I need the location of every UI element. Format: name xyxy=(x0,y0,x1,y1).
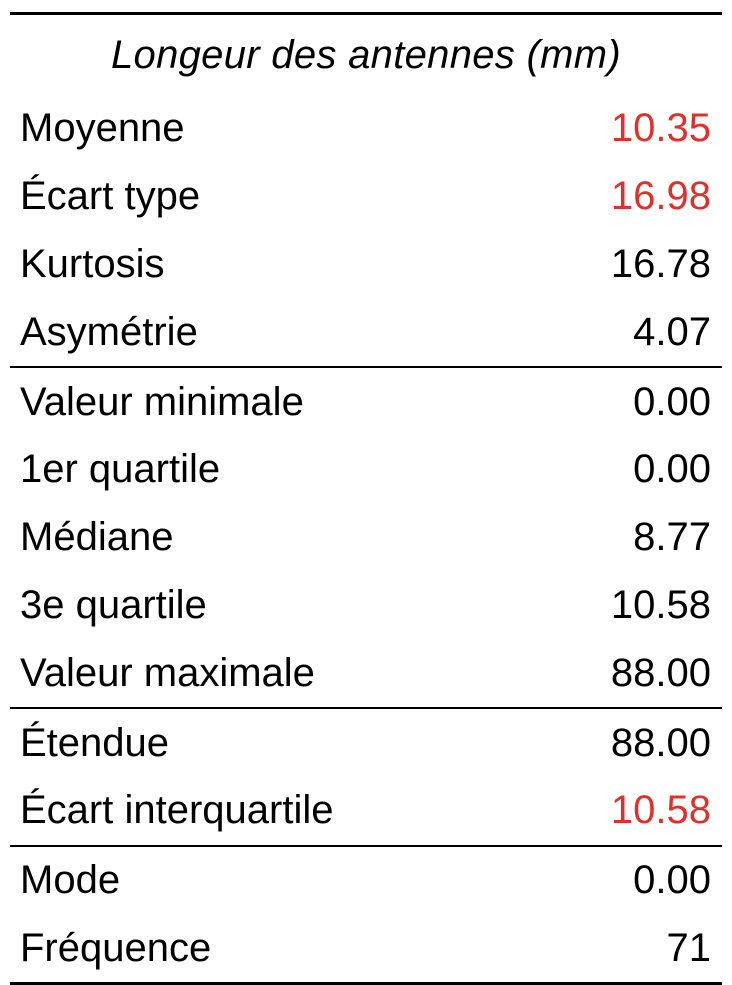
row-label: Kurtosis xyxy=(20,241,165,286)
row-value: 88.00 xyxy=(610,650,711,695)
row-value: 4.07 xyxy=(633,309,711,354)
row-label: 3e quartile xyxy=(20,582,207,627)
row-label: Étendue xyxy=(20,720,170,765)
row-label: Valeur minimale xyxy=(20,379,304,424)
table-row: Mode 0.00 xyxy=(10,847,722,915)
table-row: Asymétrie 4.07 xyxy=(10,298,722,366)
row-group: Étendue 88.00 Écart interquartile 10.58 xyxy=(10,707,722,845)
row-label: Écart interquartile xyxy=(20,788,334,833)
table-row: Étendue 88.00 xyxy=(10,709,722,777)
row-value: 0.00 xyxy=(633,858,711,903)
row-label: Écart type xyxy=(20,174,201,219)
table-row: Moyenne 10.35 xyxy=(10,95,722,163)
table-row: Valeur minimale 0.00 xyxy=(10,368,722,436)
statistics-table: Longeur des antennes (mm) Moyenne 10.35 Éc… xyxy=(10,12,722,985)
table-title: Longeur des antennes (mm) xyxy=(111,32,621,77)
table-row: Médiane 8.77 xyxy=(10,504,722,572)
table-row: 3e quartile 10.58 xyxy=(10,572,722,640)
row-label: Valeur maximale xyxy=(20,650,315,695)
row-value: 10.58 xyxy=(610,582,711,627)
table-row: Valeur maximale 88.00 xyxy=(10,639,722,707)
row-label: Mode xyxy=(20,858,121,903)
row-value: 0.00 xyxy=(633,379,711,424)
row-label: Fréquence xyxy=(20,925,212,970)
table-row: Kurtosis 16.78 xyxy=(10,231,722,299)
table-row: Écart interquartile 10.58 xyxy=(10,777,722,845)
row-group: Valeur minimale 0.00 1er quartile 0.00 Média… xyxy=(10,366,722,707)
table-row: 1er quartile 0.00 xyxy=(10,436,722,504)
row-value: 88.00 xyxy=(610,720,711,765)
table-body: Moyenne 10.35 Écart type 16.98 Kurtosis 16.78… xyxy=(10,95,722,982)
row-value: 0.00 xyxy=(633,447,711,492)
row-value: 16.78 xyxy=(610,241,711,286)
row-label: Asymétrie xyxy=(20,309,198,354)
table-row: Fréquence 71 xyxy=(10,915,722,983)
row-label: 1er quartile xyxy=(20,447,221,492)
row-value: 8.77 xyxy=(633,515,711,560)
row-value: 16.98 xyxy=(610,174,711,219)
row-label: Médiane xyxy=(20,515,174,560)
table-row: Écart type 16.98 xyxy=(10,163,722,231)
row-group: Mode 0.00 Fréquence 71 xyxy=(10,844,722,983)
row-value: 71 xyxy=(666,925,712,970)
row-value: 10.35 xyxy=(610,106,711,151)
row-group: Moyenne 10.35 Écart type 16.98 Kurtosis 16.78… xyxy=(10,95,722,366)
row-label: Moyenne xyxy=(20,106,185,151)
row-value: 10.58 xyxy=(610,788,711,833)
